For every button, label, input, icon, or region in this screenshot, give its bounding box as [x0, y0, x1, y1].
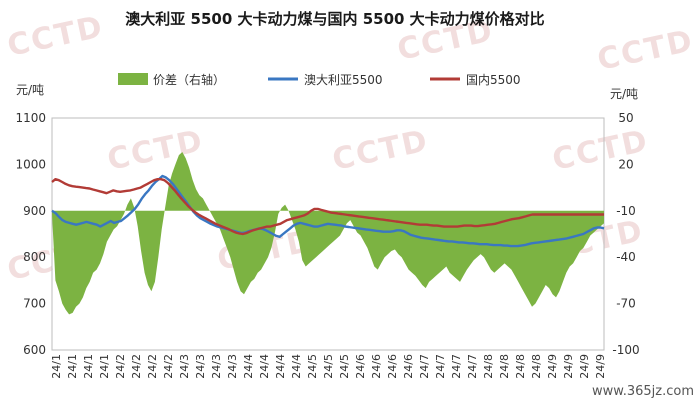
x-tick-label: 24/8 [498, 354, 511, 379]
left-tick-label: 600 [23, 343, 46, 357]
x-tick-label: 24/5 [306, 354, 319, 379]
right-tick-label: 50 [618, 111, 633, 125]
x-tick-label: 24/4 [258, 354, 271, 379]
series-line-australia [51, 174, 605, 248]
x-tick-label: 24/9 [578, 354, 591, 379]
x-tick-label: 24/2 [162, 354, 175, 379]
x-tick-label: 24/1 [98, 354, 111, 379]
x-tick-label: 24/1 [82, 354, 95, 379]
x-tick-label: 24/7 [418, 354, 431, 379]
x-tick-label: 24/8 [482, 354, 495, 379]
x-tick-label: 24/9 [546, 354, 559, 379]
right-tick-label: -100 [612, 343, 639, 357]
left-tick-label: 900 [23, 204, 46, 218]
series-line-domestic [51, 178, 604, 236]
legend-label-domestic: 国内5500 [466, 73, 521, 87]
watermark-text: CCTD [4, 9, 107, 63]
x-tick-label: 24/2 [114, 354, 127, 379]
x-tick-label: 24/3 [210, 354, 223, 379]
series-area-spread [52, 152, 604, 315]
x-tick-label: 24/4 [274, 354, 287, 379]
right-axis-ticks: -100 -70 -40 -10 20 50 [612, 111, 639, 357]
x-tick-label: 24/8 [514, 354, 527, 379]
right-tick-label: -10 [616, 204, 636, 218]
x-tick-label: 24/6 [386, 354, 399, 379]
right-axis-unit: 元/吨 [610, 87, 638, 101]
left-tick-label: 700 [23, 297, 46, 311]
x-tick-label: 24/7 [450, 354, 463, 379]
x-tick-label: 24/1 [66, 354, 79, 379]
x-tick-label: 24/2 [146, 354, 159, 379]
x-tick-label: 24/3 [194, 354, 207, 379]
chart-title: 澳大利亚 5500 大卡动力煤与国内 5500 大卡动力煤价格对比 [125, 10, 544, 28]
x-tick-label: 24/3 [226, 354, 239, 379]
legend-label-spread: 价差（右轴） [153, 72, 225, 87]
x-tick-label: 24/3 [178, 354, 191, 379]
legend: 价差（右轴） 澳大利亚5500 国内5500 [118, 72, 521, 87]
plot-area [51, 117, 605, 351]
x-tick-label: 24/6 [370, 354, 383, 379]
left-axis-ticks: 600 700 800 900 1000 1100 [15, 111, 46, 357]
right-tick-label: 20 [618, 157, 633, 171]
x-tick-label: 24/7 [434, 354, 447, 379]
left-tick-label: 1000 [15, 157, 46, 171]
left-tick-label: 1100 [15, 111, 46, 125]
x-tick-label: 24/4 [290, 354, 303, 379]
left-axis-unit: 元/吨 [16, 83, 44, 97]
watermark-text: CCTD [594, 23, 697, 77]
x-tick-label: 24/9 [594, 354, 607, 379]
watermark-layer: CCTDCCTDCCTDCCTDCCTDCCTDCCTDCCTDCCTDCCTD [4, 9, 697, 287]
x-axis-ticks: 24/1 24/1 24/1 24/1 24/2 24/2 24/2 24/2 24/3 24/3… [50, 354, 607, 379]
x-tick-label: 24/9 [562, 354, 575, 379]
plot-border [51, 117, 605, 351]
x-tick-label: 24/4 [242, 354, 255, 379]
watermark-text: CCTD [104, 123, 207, 177]
watermark-text: CCTD [549, 123, 652, 177]
x-tick-label: 24/6 [354, 354, 367, 379]
x-tick-label: 24/5 [338, 354, 351, 379]
x-tick-label: 24/1 [50, 354, 63, 379]
x-tick-label: 24/2 [130, 354, 143, 379]
right-tick-label: -70 [616, 297, 636, 311]
right-tick-label: -40 [616, 250, 636, 264]
x-tick-label: 24/7 [466, 354, 479, 379]
x-tick-label: 24/5 [322, 354, 335, 379]
watermark-text: CCTD [329, 123, 432, 177]
left-tick-label: 800 [23, 250, 46, 264]
legend-swatch-spread [118, 73, 148, 85]
x-tick-label: 24/8 [530, 354, 543, 379]
legend-label-australia: 澳大利亚5500 [304, 73, 383, 87]
site-watermark: www.365jz.com [592, 384, 694, 399]
x-tick-label: 24/6 [402, 354, 415, 379]
